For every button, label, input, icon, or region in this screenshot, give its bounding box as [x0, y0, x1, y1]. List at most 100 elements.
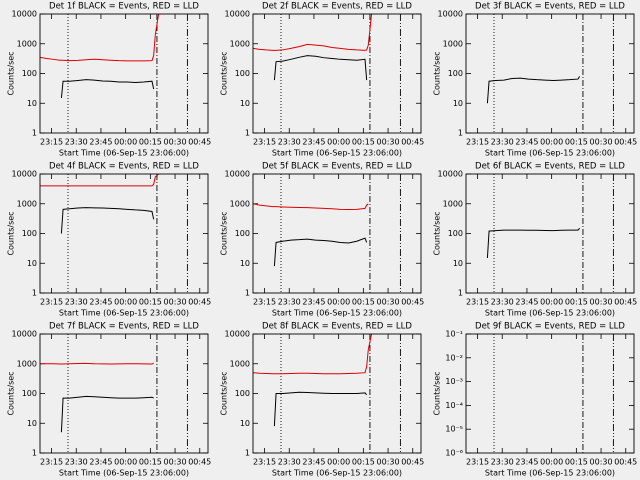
x-tick-label: 23:45	[89, 298, 112, 307]
series-line	[273, 55, 368, 81]
x-axis-label: Start Time (06-Sep-15 23:06:00)	[485, 149, 615, 158]
x-tick-label: 00:15	[565, 458, 588, 467]
y-tick-label: 10000	[225, 330, 250, 339]
plot-frame	[465, 173, 635, 294]
y-tick-label: 1	[245, 129, 250, 138]
y-tick-label: 100	[235, 389, 250, 398]
x-tick-label: 00:45	[614, 458, 637, 467]
panel-title: Det 3f BLACK = Events, RED = LLD	[475, 2, 625, 12]
x-tick-label: 00:30	[164, 298, 187, 307]
y-tick-label: 1000	[17, 359, 37, 368]
x-tick-label: 00:15	[352, 298, 375, 307]
x-tick-label: 00:45	[188, 458, 211, 467]
y-axis-label: Counts/sec	[433, 211, 442, 255]
y-tick-label: 1000	[230, 199, 250, 208]
panel: Det 7f BLACK = Events, RED = LLD Start Ti…	[7, 322, 212, 478]
y-tick-label: 100	[22, 389, 37, 398]
y-tick-label: 100	[22, 229, 37, 238]
x-tick-label: 23:45	[515, 298, 538, 307]
x-tick-label: 00:30	[164, 458, 187, 467]
series-line	[60, 207, 155, 234]
x-axis-label: Start Time (06-Sep-15 23:06:00)	[272, 309, 402, 318]
x-tick-label: 23:45	[302, 458, 325, 467]
x-tick-label: 23:45	[89, 138, 112, 147]
y-tick-label: 1000	[443, 39, 463, 48]
panel-title: Det 1f BLACK = Events, RED = LLD	[49, 2, 199, 12]
x-tick-label: 00:45	[614, 138, 637, 147]
y-tick-label: 1	[458, 129, 463, 138]
series-line	[273, 391, 368, 427]
series-line	[253, 14, 373, 51]
plot-frame	[39, 13, 209, 134]
x-tick-label: 00:15	[565, 138, 588, 147]
series-line	[60, 79, 155, 99]
panel-title: Det 9f BLACK = Events, RED = LLD	[475, 322, 625, 332]
x-tick-label: 23:15	[40, 298, 63, 307]
plot-frame	[252, 333, 422, 454]
y-tick-label: 1000	[17, 199, 37, 208]
y-tick-label: 10000	[438, 170, 463, 179]
x-tick-label: 00:30	[590, 298, 613, 307]
series-line	[60, 395, 154, 433]
y-tick-label: 10	[27, 419, 37, 428]
panel-title: Det 7f BLACK = Events, RED = LLD	[49, 322, 199, 332]
y-tick-label: 10000	[225, 170, 250, 179]
y-tick-label: 10	[240, 419, 250, 428]
x-tick-label: 23:30	[278, 458, 301, 467]
x-tick-label: 23:30	[65, 138, 88, 147]
y-tick-label: 10⁻⁶	[445, 449, 463, 458]
y-tick-label: 10000	[12, 330, 37, 339]
x-axis-label: Start Time (06-Sep-15 23:06:00)	[59, 309, 189, 318]
x-tick-label: 00:15	[352, 458, 375, 467]
x-tick-label: 00:30	[377, 458, 400, 467]
series-line	[40, 14, 160, 62]
x-tick-label: 23:45	[302, 138, 325, 147]
x-tick-label: 00:30	[164, 138, 187, 147]
x-axis-label: Start Time (06-Sep-15 23:06:00)	[485, 309, 615, 318]
series-line	[486, 227, 581, 259]
y-tick-label: 1	[32, 449, 37, 458]
plot-frame	[39, 333, 209, 454]
x-tick-label: 23:15	[253, 458, 276, 467]
x-tick-label: 23:45	[515, 138, 538, 147]
x-tick-label: 23:15	[40, 138, 63, 147]
y-axis-label: Counts/sec	[7, 211, 16, 255]
x-tick-label: 23:15	[466, 298, 489, 307]
x-tick-label: 23:15	[253, 138, 276, 147]
y-axis-label: Counts/sec	[220, 51, 229, 95]
y-tick-label: 10	[240, 99, 250, 108]
x-tick-label: 00:00	[327, 298, 350, 307]
x-tick-label: 23:30	[491, 298, 514, 307]
x-tick-label: 00:15	[352, 138, 375, 147]
y-tick-label: 1000	[230, 39, 250, 48]
x-tick-label: 00:45	[401, 298, 424, 307]
x-tick-label: 23:30	[65, 458, 88, 467]
y-tick-label: 100	[22, 69, 37, 78]
x-tick-label: 23:45	[515, 458, 538, 467]
x-tick-label: 00:30	[377, 138, 400, 147]
panel: Det 3f BLACK = Events, RED = LLD Start Ti…	[433, 2, 638, 158]
series-line	[40, 174, 159, 187]
x-axis-label: Start Time (06-Sep-15 23:06:00)	[272, 149, 402, 158]
plot-frame	[252, 13, 422, 134]
y-tick-label: 100	[235, 69, 250, 78]
y-tick-label: 1000	[17, 39, 37, 48]
y-tick-label: 10	[240, 259, 250, 268]
x-tick-label: 00:15	[139, 298, 162, 307]
y-tick-label: 10000	[225, 10, 250, 19]
y-tick-label: 10⁻²	[445, 353, 463, 362]
x-tick-label: 00:30	[590, 458, 613, 467]
y-axis-label: Counts/sec	[7, 51, 16, 95]
panel: Det 8f BLACK = Events, RED = LLD Start Ti…	[220, 322, 425, 478]
x-tick-label: 00:45	[188, 298, 211, 307]
panel-title: Det 6f BLACK = Events, RED = LLD	[475, 162, 625, 172]
plot-frame	[465, 333, 635, 454]
x-tick-label: 23:30	[278, 298, 301, 307]
x-tick-label: 23:30	[65, 298, 88, 307]
y-tick-label: 1	[245, 449, 250, 458]
series-line	[40, 362, 154, 365]
y-axis-label: Counts/sec	[220, 211, 229, 255]
x-tick-label: 23:45	[302, 298, 325, 307]
